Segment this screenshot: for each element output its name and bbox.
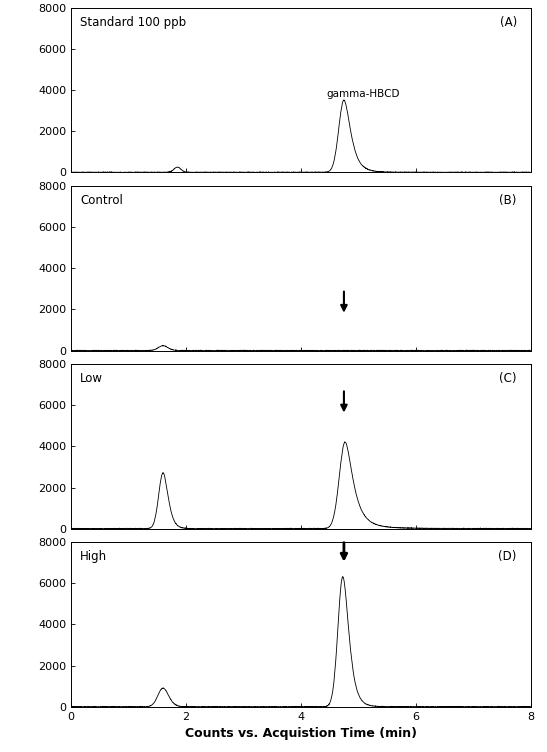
Text: Control: Control (80, 194, 123, 207)
X-axis label: Counts vs. Acquistion Time (min): Counts vs. Acquistion Time (min) (185, 727, 417, 740)
Text: (A): (A) (499, 16, 517, 29)
Text: (B): (B) (499, 194, 517, 207)
Text: gamma-HBCD: gamma-HBCD (327, 89, 400, 99)
Text: (D): (D) (498, 550, 517, 563)
Text: High: High (80, 550, 107, 563)
Text: Standard 100 ppb: Standard 100 ppb (80, 16, 187, 29)
Text: Low: Low (80, 372, 103, 385)
Text: (C): (C) (499, 372, 517, 385)
